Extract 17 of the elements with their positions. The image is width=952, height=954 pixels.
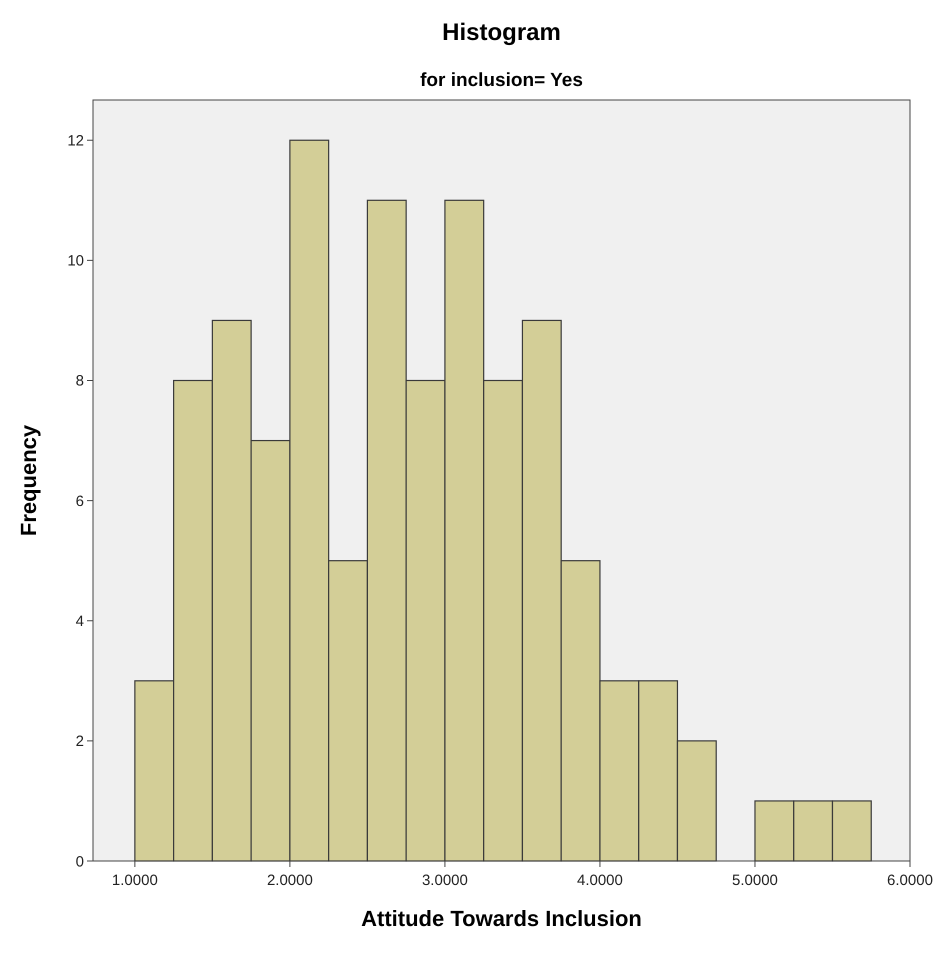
x-tick-label: 2.0000 [266, 872, 313, 889]
chart-title: Histogram [442, 19, 561, 46]
y-axis-title: Frequency [16, 424, 41, 536]
y-tick-label: 0 [76, 853, 84, 870]
y-tick-label: 6 [76, 492, 84, 510]
x-tick-label: 4.0000 [577, 872, 623, 889]
x-tick-label: 3.0000 [422, 872, 468, 889]
y-tick-label: 2 [76, 733, 84, 750]
x-axis-title: Attitude Towards Inclusion [361, 906, 642, 931]
chart-subtitle: for inclusion= Yes [420, 70, 583, 91]
y-tick-label: 10 [67, 252, 84, 270]
x-tick-label: 5.0000 [732, 872, 778, 889]
y-tick-label: 12 [67, 132, 84, 150]
x-tick-label: 6.0000 [887, 872, 933, 889]
y-tick-label: 4 [76, 612, 84, 630]
y-tick-label: 8 [76, 372, 84, 390]
x-tick-label: 1.0000 [112, 872, 158, 889]
